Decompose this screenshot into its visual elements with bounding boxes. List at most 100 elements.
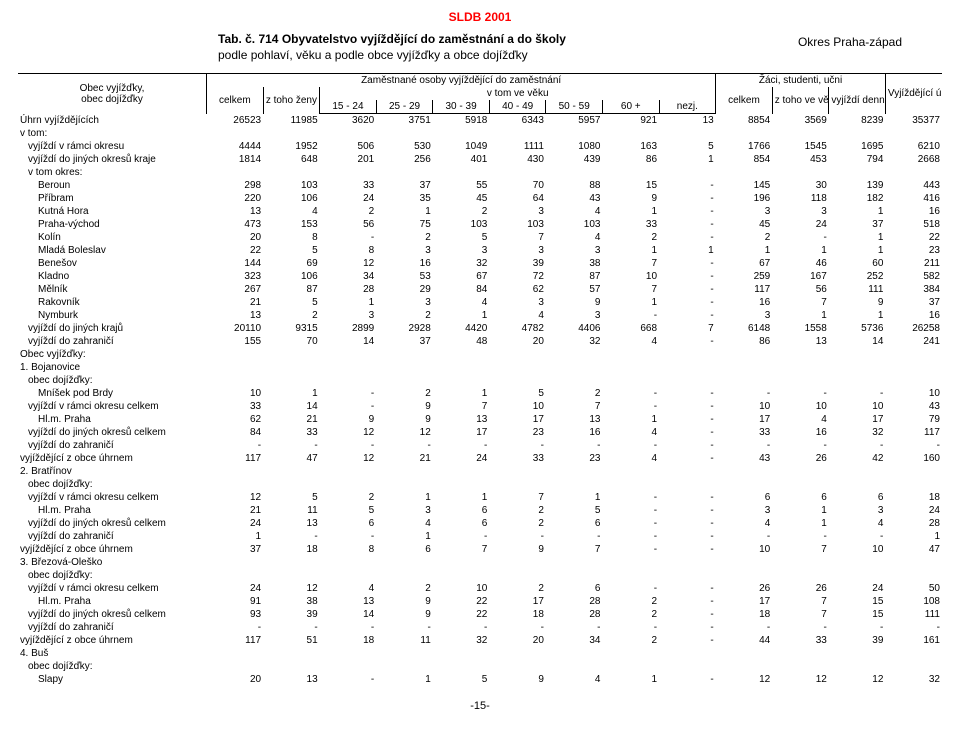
cell: 13	[207, 309, 264, 322]
table-row: Obec vyjížďky:	[18, 348, 942, 361]
cell	[207, 348, 264, 361]
cell: 144	[207, 257, 264, 270]
table-row: obec dojížďky:	[18, 374, 942, 387]
cell	[829, 465, 886, 478]
cell	[546, 127, 603, 140]
cell	[716, 660, 773, 673]
cell: 2	[376, 309, 433, 322]
cell	[602, 348, 659, 361]
cell: 3	[716, 504, 773, 517]
cell: 16	[546, 426, 603, 439]
cell: 2	[602, 634, 659, 647]
cell: 3	[320, 309, 377, 322]
cell: 6	[772, 491, 829, 504]
cell: 48	[433, 335, 490, 348]
cell: 5957	[546, 114, 603, 128]
cell: -	[659, 192, 716, 205]
cell: 2	[489, 517, 546, 530]
cell: -	[659, 621, 716, 634]
cell	[546, 556, 603, 569]
cell	[263, 166, 320, 179]
cell: 103	[489, 218, 546, 231]
row-label: Kolín	[18, 231, 207, 244]
cell: 416	[885, 192, 942, 205]
cell: 45	[716, 218, 773, 231]
cell: 50	[885, 582, 942, 595]
cell	[433, 660, 490, 673]
cell	[376, 569, 433, 582]
cell: -	[659, 673, 716, 686]
cell: 3	[489, 244, 546, 257]
cell	[433, 556, 490, 569]
cell: -	[320, 439, 377, 452]
cell: -	[659, 530, 716, 543]
cell	[546, 647, 603, 660]
cell: 38	[546, 257, 603, 270]
cell: 12	[263, 582, 320, 595]
cell: -	[829, 530, 886, 543]
cell	[885, 569, 942, 582]
cell: -	[659, 400, 716, 413]
cell: 20110	[207, 322, 264, 335]
cell: 106	[263, 270, 320, 283]
cell	[772, 166, 829, 179]
cell: 4	[263, 205, 320, 218]
cell: 10	[716, 400, 773, 413]
hdr-40-49: 40 - 49	[489, 100, 546, 114]
cell: 3	[376, 244, 433, 257]
cell: -	[659, 335, 716, 348]
cell: 20	[489, 335, 546, 348]
cell: 5918	[433, 114, 490, 128]
table-row: 2. Bratřínov	[18, 465, 942, 478]
cell: 7	[489, 231, 546, 244]
cell: 2	[320, 205, 377, 218]
cell: 46	[772, 257, 829, 270]
row-label: v tom:	[18, 127, 207, 140]
cell: 4420	[433, 322, 490, 335]
cell: 22	[433, 595, 490, 608]
cell	[263, 465, 320, 478]
row-label: vyjíždějící z obce úhrnem	[18, 543, 207, 556]
cell: 70	[489, 179, 546, 192]
cell: -	[320, 621, 377, 634]
cell	[772, 478, 829, 491]
cell: -	[263, 439, 320, 452]
cell	[320, 647, 377, 660]
cell: -	[602, 491, 659, 504]
row-label: vyjíždí do jiných krajů	[18, 322, 207, 335]
cell: 17	[489, 595, 546, 608]
cell	[602, 556, 659, 569]
cell: 1	[263, 387, 320, 400]
cell: 5	[433, 673, 490, 686]
row-label: Mníšek pod Brdy	[18, 387, 207, 400]
cell: 259	[716, 270, 773, 283]
cell: 196	[716, 192, 773, 205]
table-row: Hl.m. Praha211153625--31324	[18, 504, 942, 517]
cell: 18	[716, 608, 773, 621]
row-label: v tom okres:	[18, 166, 207, 179]
cell: 103	[546, 218, 603, 231]
cell: 5	[546, 504, 603, 517]
table-row: vyjíždí v rámci okresu celkem12521171--6…	[18, 491, 942, 504]
cell: 3569	[772, 114, 829, 128]
cell: 29	[376, 283, 433, 296]
cell	[885, 127, 942, 140]
cell: 1	[659, 153, 716, 166]
cell: 26258	[885, 322, 942, 335]
cell	[376, 647, 433, 660]
cell: 2	[376, 387, 433, 400]
cell: 15	[829, 595, 886, 608]
cell: 21	[376, 452, 433, 465]
cell	[829, 647, 886, 660]
cell: 4	[602, 452, 659, 465]
cell: 145	[716, 179, 773, 192]
row-label: vyjíždí do jiných okresů celkem	[18, 517, 207, 530]
hdr-nezj: nezj.	[659, 100, 716, 114]
cell: -	[772, 530, 829, 543]
cell	[885, 660, 942, 673]
cell: 84	[433, 283, 490, 296]
cell: 9	[546, 296, 603, 309]
cell	[716, 127, 773, 140]
cell: 20	[207, 673, 264, 686]
row-label: 3. Březová-Oleško	[18, 556, 207, 569]
